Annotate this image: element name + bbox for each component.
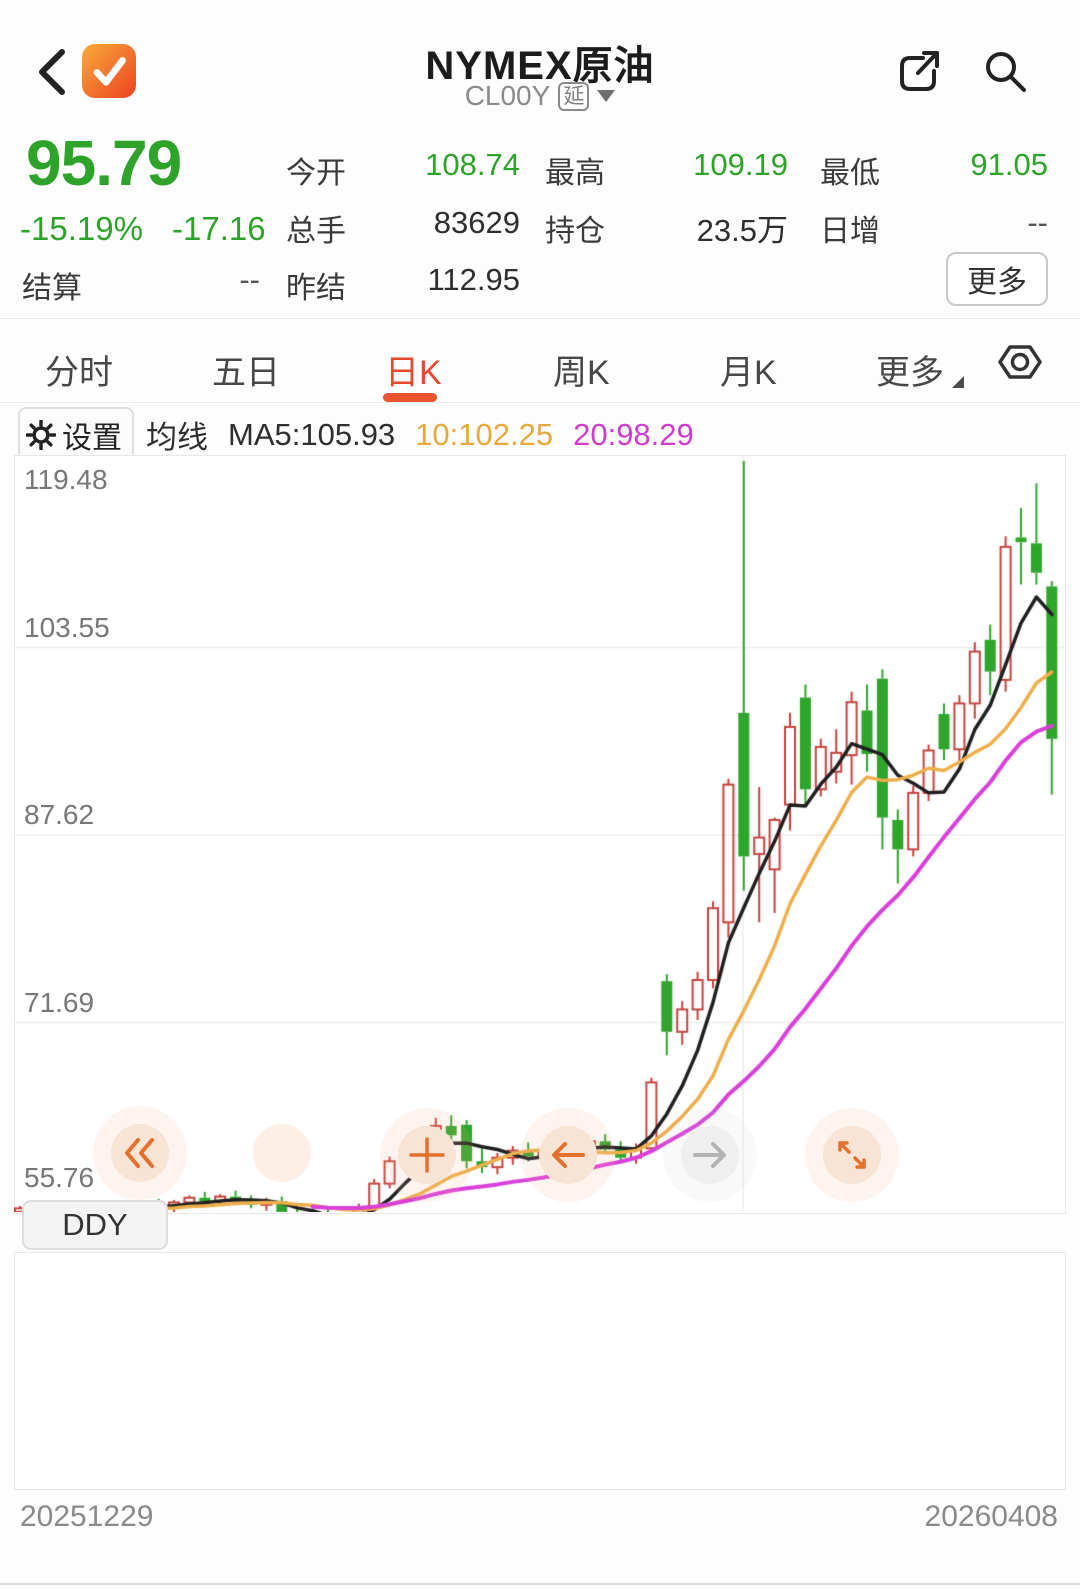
more-corner-triangle-icon [952,376,964,388]
hex-nut-icon [998,345,1042,379]
arrow-left-icon [552,1142,585,1168]
bottom-divider [0,1583,1080,1585]
high-label: 最高 [545,157,605,190]
expand-arrows-icon [838,1141,866,1169]
pan-right-button[interactable] [681,1126,739,1184]
daily-increase-label: 日增 [820,215,880,248]
y-axis-tick: 55.76 [24,1162,95,1193]
symbol-code: CL00Y [464,80,551,111]
y-axis-tick: 71.69 [24,987,95,1018]
ma20-value: 20:98.29 [573,416,694,452]
volume-value: 83629 [433,205,520,240]
fullscreen-button[interactable] [823,1126,881,1184]
open-label: 今开 [286,157,346,190]
divider [0,318,1080,319]
chart-style-settings-button[interactable] [996,340,1044,389]
change-value: -17.16 [172,210,266,247]
open-interest-value: 23.5万 [696,213,788,248]
arrow-right-icon [693,1142,726,1168]
sub-chart-panel[interactable] [14,1252,1066,1490]
y-axis-tick: 119.48 [24,464,108,495]
divider [0,402,1080,403]
app-logo [82,44,136,98]
active-tab-underline [383,393,437,402]
indicator-ddy-button[interactable]: DDY [22,1200,168,1250]
back-chevron-icon [39,49,65,95]
search-icon [986,52,1026,92]
more-quote-button[interactable]: 更多 [946,252,1048,306]
crosshair-button[interactable] [398,1126,456,1184]
x-axis-end-date: 20260408 [924,1500,1058,1533]
open-value: 108.74 [425,147,520,182]
back-button[interactable] [32,44,74,105]
tool-halo [253,1124,311,1182]
low-label: 最低 [820,157,880,190]
tab-daily-k[interactable]: 日K [385,354,442,392]
y-axis-tick: 103.55 [24,612,110,643]
tab-5day[interactable]: 五日 [212,354,280,392]
page-title: NYMEX原油 [425,44,655,88]
tab-minute[interactable]: 分时 [45,354,113,392]
prev-settle-value: 112.95 [427,262,520,297]
open-interest-label: 持仓 [545,215,605,248]
y-axis-tick: 87.62 [24,799,95,830]
pan-left-fast-button[interactable] [111,1124,169,1182]
pan-left-button[interactable] [539,1126,597,1184]
kline-canvas[interactable] [14,455,1064,1212]
tab-weekly-k[interactable]: 周K [553,354,610,392]
ma-legend: 均线 MA5:105.93 10:102.25 20:98.29 [146,412,694,457]
ma10-value: 10:102.25 [415,416,554,452]
plus-crosshair-icon [409,1137,445,1173]
change-percent: -15.19% [20,210,143,247]
settle-label: 结算 [22,272,82,305]
daily-increase-value: -- [1027,205,1048,240]
last-price: 95.79 [26,127,182,199]
share-button[interactable] [893,46,943,101]
search-button[interactable] [980,46,1030,101]
settle-value: -- [239,262,260,297]
check-icon [93,57,126,86]
double-chevron-left-icon [125,1138,154,1168]
volume-label: 总手 [286,215,346,248]
x-axis-start-date: 20251229 [20,1500,154,1533]
symbol-selector[interactable]: CL00Y 延 [0,80,1080,112]
ma5-value: MA5:105.93 [228,416,396,452]
low-value: 91.05 [970,147,1048,182]
chevron-down-icon [597,90,616,102]
high-value: 109.19 [693,147,788,182]
ma-settings-label: 设置 [62,422,122,455]
prev-settle-label: 昨结 [286,272,346,305]
ma-group-label: 均线 [146,420,208,455]
tab-more[interactable]: 更多 [876,354,944,392]
contract-type-badge: 延 [558,81,590,111]
gear-icon [26,420,56,450]
tab-monthly-k[interactable]: 月K [720,354,777,392]
share-icon [900,51,939,91]
